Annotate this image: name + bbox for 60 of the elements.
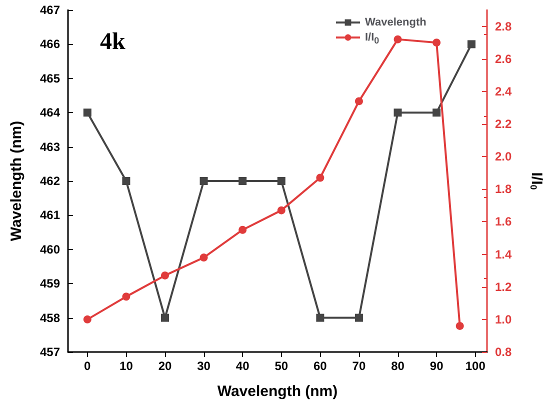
point bbox=[160, 314, 169, 322]
y2-tick-label: 1.4 bbox=[495, 247, 512, 262]
y2-tick-label: 2.4 bbox=[495, 84, 512, 98]
y-tick-label: 463 bbox=[40, 140, 60, 154]
x-tick-label: 30 bbox=[197, 359, 211, 373]
point bbox=[354, 97, 363, 106]
x-tick-label: 70 bbox=[352, 359, 366, 373]
y2-tick-label: 1.6 bbox=[495, 214, 512, 229]
point bbox=[394, 35, 402, 44]
y-axis-title: Wavelength (nm) bbox=[8, 120, 25, 242]
y2-tick-label: 0.8 bbox=[495, 345, 512, 359]
point bbox=[238, 226, 247, 234]
annotation: 4k bbox=[100, 29, 126, 55]
point bbox=[200, 177, 208, 185]
y-tick-label: 460 bbox=[40, 242, 60, 256]
y-tick-label: 464 bbox=[40, 106, 60, 120]
y-tick-label: 467 bbox=[40, 3, 60, 17]
y-tick-label: 457 bbox=[40, 345, 60, 359]
point bbox=[277, 177, 286, 185]
point bbox=[432, 38, 441, 47]
point bbox=[83, 108, 92, 117]
y-tick-label: 462 bbox=[40, 174, 60, 188]
y2-tick-label: 1.0 bbox=[495, 312, 512, 326]
point bbox=[316, 174, 324, 182]
y-tick-label: 465 bbox=[40, 71, 60, 86]
y2-tick-label: 2.8 bbox=[495, 19, 512, 34]
point bbox=[456, 322, 464, 330]
y-tick-label: 461 bbox=[40, 208, 60, 222]
x-tick-label: 100 bbox=[465, 359, 486, 373]
y2-tick-label: 2.2 bbox=[495, 117, 512, 131]
point bbox=[83, 315, 92, 324]
x-tick-label: 0 bbox=[84, 359, 92, 373]
y2-tick-label: 2.0 bbox=[495, 150, 512, 164]
x-tick-label: 20 bbox=[158, 359, 172, 373]
y2-axis-title: I/I0 bbox=[528, 172, 545, 190]
x-tick-label: 50 bbox=[274, 359, 288, 373]
x-tick-label: 10 bbox=[120, 359, 134, 373]
point bbox=[432, 108, 441, 117]
point bbox=[200, 254, 208, 262]
point bbox=[316, 314, 324, 322]
point bbox=[467, 40, 476, 48]
point bbox=[354, 314, 363, 322]
x-tick-label: 60 bbox=[313, 359, 328, 373]
y2-tick-label: 1.2 bbox=[495, 280, 512, 294]
x-tick-label: 40 bbox=[236, 359, 250, 373]
y2-tick-label: 2.6 bbox=[495, 52, 512, 66]
point bbox=[122, 177, 130, 185]
x-tick-label: 90 bbox=[430, 359, 444, 373]
legend-label: Wavelength bbox=[365, 16, 427, 28]
point bbox=[161, 271, 169, 280]
point bbox=[277, 206, 286, 214]
point bbox=[122, 292, 130, 301]
x-tick-label: 80 bbox=[391, 359, 405, 373]
y-tick-label: 459 bbox=[40, 276, 60, 291]
y2-tick-label: 1.8 bbox=[495, 182, 512, 196]
x-axis-title: Wavelength (nm) bbox=[217, 383, 338, 400]
point bbox=[394, 108, 402, 117]
y-tick-label: 466 bbox=[40, 37, 60, 52]
y-tick-label: 458 bbox=[40, 310, 60, 325]
point bbox=[238, 177, 247, 185]
